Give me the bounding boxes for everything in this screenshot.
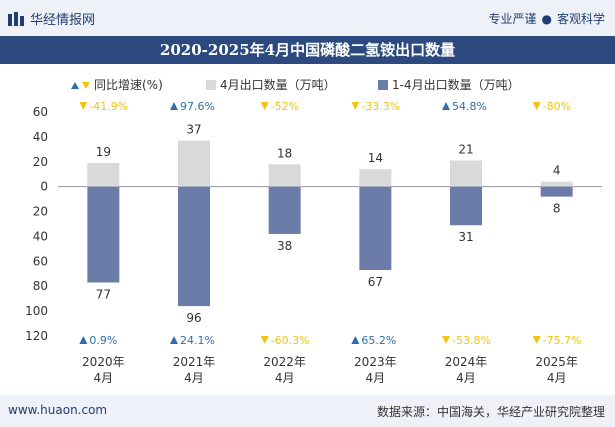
x-tick-label: 2020年 <box>82 355 125 369</box>
growth-down-arrow-icon <box>351 102 360 110</box>
bar-cumulative <box>268 186 301 234</box>
header-bar: 华经情报网 专业严谨 ● 客观科学 <box>0 0 615 36</box>
brand-logo-icon <box>8 11 24 26</box>
y-tick-label: 40 <box>33 130 48 144</box>
legend-monthly-label: 4月出口数量（万吨） <box>220 77 336 92</box>
y-tick-label: 80 <box>33 279 48 293</box>
bar-monthly <box>359 169 392 187</box>
growth-label-cumulative: -53.8% <box>452 334 491 347</box>
legend-growth-label: 同比增速(%) <box>94 78 163 92</box>
data-label-monthly: 4 <box>553 164 561 178</box>
legend-down-arrow-icon <box>82 82 90 89</box>
y-tick-label: 20 <box>33 205 48 219</box>
y-tick-label: 0 <box>40 180 48 194</box>
y-tick-label: 60 <box>33 105 48 119</box>
legend-cumulative-label: 1-4月出口数量（万吨） <box>392 77 520 92</box>
growth-label-monthly: -80% <box>543 100 571 113</box>
data-label-cumulative: 38 <box>277 239 292 253</box>
data-label-cumulative: 31 <box>458 230 473 244</box>
x-tick-label: 4月 <box>366 371 386 385</box>
data-label-monthly: 19 <box>96 145 111 159</box>
growth-up-arrow-icon <box>351 336 360 344</box>
y-tick-label: 100 <box>25 304 48 318</box>
x-tick-label: 4月 <box>184 371 204 385</box>
growth-label-monthly: -41.9% <box>89 100 128 113</box>
data-label-monthly: 37 <box>186 123 201 137</box>
chart-title: 2020-2025年4月中国磷酸二氢铵出口数量 <box>0 36 615 64</box>
chart-area: 同比增速(%) 4月出口数量（万吨） 1-4月出口数量（万吨）60402002040… <box>25 77 602 385</box>
brand-name: 华经情报网 <box>30 13 96 28</box>
growth-down-arrow-icon <box>260 102 269 110</box>
bar-monthly <box>540 181 573 187</box>
data-label-cumulative: 8 <box>553 202 561 216</box>
footer-url[interactable]: www.huaon.com <box>8 403 108 417</box>
x-tick-label: 2025年 <box>535 355 578 369</box>
data-label-monthly: 14 <box>368 151 383 165</box>
x-tick-label: 2022年 <box>263 355 306 369</box>
y-tick-label: 40 <box>33 229 48 243</box>
growth-label-cumulative: 0.9% <box>89 334 117 347</box>
growth-up-arrow-icon <box>170 102 178 110</box>
data-label-cumulative: 77 <box>96 287 111 301</box>
x-tick-label: 4月 <box>275 371 295 385</box>
growth-label-monthly: 97.6% <box>180 100 215 113</box>
growth-label-cumulative: 65.2% <box>361 334 396 347</box>
bar-cumulative <box>450 186 482 226</box>
bar-cumulative <box>178 186 210 307</box>
x-tick-label: 4月 <box>456 371 476 385</box>
y-tick-label: 20 <box>33 155 48 169</box>
data-label-monthly: 18 <box>277 146 292 160</box>
bar-monthly <box>450 160 482 187</box>
y-tick-label: 120 <box>25 329 48 343</box>
growth-up-arrow-icon <box>170 336 178 344</box>
data-label-cumulative: 67 <box>368 275 383 289</box>
bar-cumulative <box>540 186 573 197</box>
growth-down-arrow-icon <box>532 102 541 110</box>
growth-down-arrow-icon <box>442 336 450 344</box>
x-tick-label: 2021年 <box>173 355 216 369</box>
data-label-cumulative: 96 <box>186 311 201 325</box>
brand[interactable]: 华经情报网 <box>8 9 95 28</box>
growth-up-arrow-icon <box>79 336 88 344</box>
data-label-monthly: 21 <box>458 143 473 157</box>
growth-label-monthly: -33.3% <box>361 100 400 113</box>
legend-up-arrow-icon <box>71 82 79 89</box>
legend-monthly-swatch <box>206 80 216 90</box>
bar-monthly <box>268 164 301 187</box>
slogan-separator: ● <box>541 12 552 26</box>
bar-monthly <box>178 140 210 187</box>
legend-cumulative-swatch <box>378 80 388 90</box>
growth-label-cumulative: 24.1% <box>180 334 215 347</box>
growth-down-arrow-icon <box>79 102 88 110</box>
bar-cumulative <box>359 186 392 271</box>
growth-label-cumulative: -60.3% <box>271 334 310 347</box>
growth-label-monthly: -52% <box>271 100 299 113</box>
x-tick-label: 2023年 <box>354 355 397 369</box>
footer-source: 数据来源：中国海关，华经产业研究院整理 <box>376 405 605 419</box>
x-tick-label: 4月 <box>547 371 567 385</box>
bar-monthly <box>87 163 120 187</box>
growth-down-arrow-icon <box>260 336 269 344</box>
footer-bar: www.huaon.com 数据来源：中国海关，华经产业研究院整理 <box>0 395 615 427</box>
x-tick-label: 4月 <box>94 371 114 385</box>
slogan-right: 客观科学 <box>556 12 605 26</box>
growth-label-cumulative: -75.7% <box>543 334 582 347</box>
y-tick-label: 60 <box>33 254 48 268</box>
x-tick-label: 2024年 <box>445 355 488 369</box>
slogan-left: 专业严谨 <box>488 12 537 26</box>
growth-label-monthly: 54.8% <box>452 100 487 113</box>
bar-cumulative <box>87 186 120 283</box>
growth-up-arrow-icon <box>442 102 450 110</box>
growth-down-arrow-icon <box>532 336 541 344</box>
slogan: 专业严谨 ● 客观科学 <box>488 10 605 27</box>
